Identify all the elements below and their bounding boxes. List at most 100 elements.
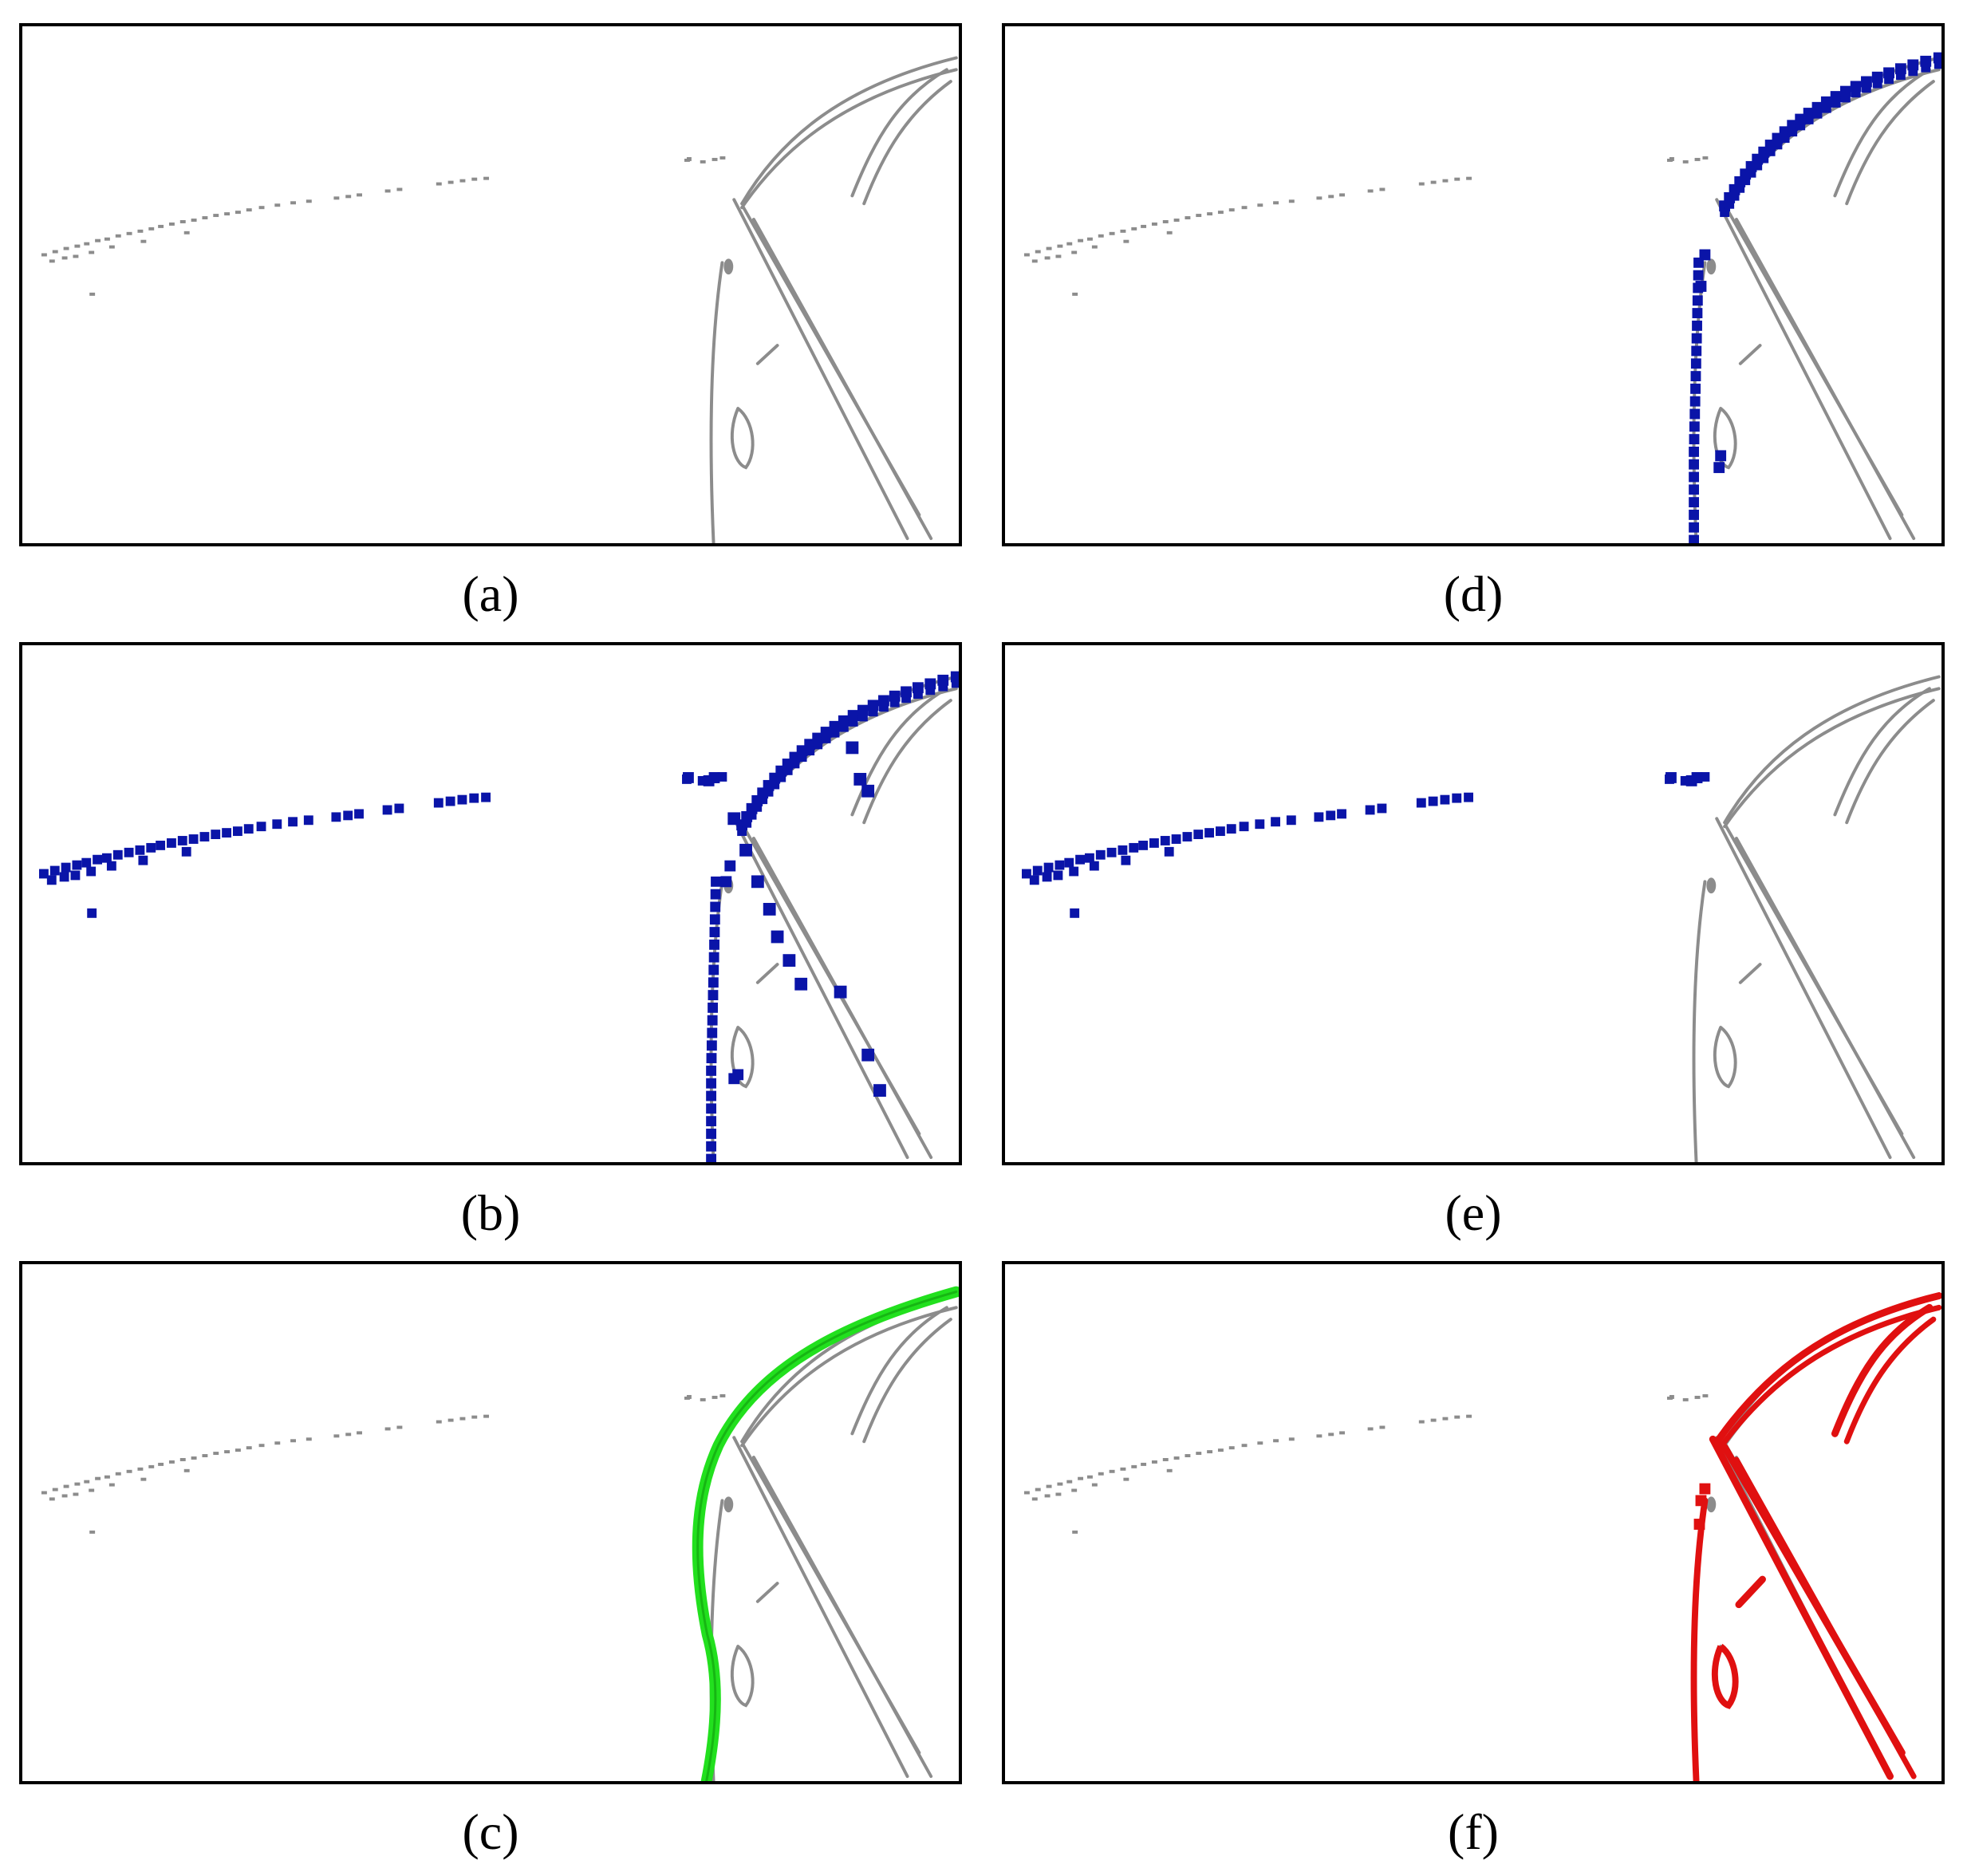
gray-edge-dot (1288, 1437, 1295, 1441)
gray-edge-dot (1023, 253, 1030, 257)
blue-point (1689, 446, 1700, 457)
blue-point (1720, 207, 1730, 218)
blue-point (1089, 861, 1099, 871)
caption-e: (e) (1445, 1184, 1502, 1241)
blue-point (706, 1153, 717, 1162)
gray-edge-curve (862, 80, 952, 206)
blue-point (1377, 803, 1387, 814)
gray-edge-curve (732, 198, 909, 541)
gray-edge-curve (1734, 837, 1916, 1160)
blue-point (1182, 832, 1192, 841)
blue-point (1796, 120, 1806, 131)
gray-edge-curve (740, 1306, 958, 1448)
gray-edge-dot (1418, 182, 1425, 186)
gray-edge-curve (1738, 344, 1762, 365)
gray-edge-dot (1196, 1452, 1202, 1456)
blue-point (1689, 434, 1700, 445)
blue-point (913, 689, 923, 700)
gray-edge-dot (63, 246, 69, 250)
gray-edge-dot (1091, 1483, 1098, 1487)
blue-point (868, 707, 878, 717)
blue-point (1043, 862, 1054, 873)
gray-edge-dot (712, 157, 718, 161)
blue-point (706, 1078, 717, 1089)
gray-edge-dot (84, 242, 90, 246)
gray-edge-dot (1185, 216, 1191, 220)
gray-edge-dot (1185, 1454, 1191, 1458)
gray-edge-curve (709, 261, 724, 543)
blue-point (1075, 854, 1086, 865)
blue-point (1680, 775, 1690, 786)
blue-point (1314, 812, 1324, 822)
blue-point (167, 838, 176, 848)
gray-edge-curve (732, 1436, 909, 1779)
gray-edge-dot (137, 1467, 144, 1471)
red-structure (1733, 1456, 1917, 1779)
red-structure (1735, 1575, 1766, 1609)
blue-point (751, 875, 764, 889)
blue-point (1239, 822, 1249, 832)
gray-edge-dot (1379, 1425, 1386, 1429)
blue-point (1689, 484, 1700, 495)
gray-edge-dot (1241, 1444, 1248, 1448)
gray-edge-dot (1682, 1397, 1689, 1401)
blue-point (1690, 383, 1701, 394)
blue-point (46, 875, 57, 885)
gray-edge-dot (1454, 177, 1461, 181)
blue-point (838, 722, 849, 732)
blue-point (1908, 66, 1918, 77)
blue-point (706, 1116, 717, 1127)
gray-edge-dot (1367, 1427, 1374, 1431)
blue-point (1691, 772, 1703, 783)
gray-edge-dot (115, 234, 121, 238)
gray-edge-dot (84, 1480, 90, 1484)
blue-point (1106, 847, 1117, 857)
blue-point (1884, 74, 1894, 85)
gray-edge-curve (730, 1645, 755, 1708)
blue-point (794, 977, 808, 991)
red-point (1695, 1495, 1707, 1507)
gray-edge-dot (224, 212, 231, 216)
gray-edge-dot (1109, 231, 1115, 235)
gray-edge-dot (126, 1469, 132, 1473)
blue-point (1840, 93, 1851, 103)
blue-point (256, 822, 266, 832)
green-fit-curve (692, 1286, 959, 1781)
blue-point (1095, 849, 1106, 860)
gray-edge-curve (850, 68, 948, 198)
blue-point (706, 1090, 717, 1102)
blue-point (739, 843, 752, 857)
gray-edge-dot (213, 214, 219, 218)
blue-point (156, 840, 166, 850)
blue-point (1032, 865, 1043, 876)
gray-edge-dot (1044, 1494, 1051, 1498)
gray-edge-curve (1692, 880, 1707, 1162)
gray-edge-dot (52, 250, 58, 254)
gray-edge-dot (49, 1497, 55, 1501)
blue-point (1064, 857, 1074, 868)
blue-point (708, 952, 719, 963)
gray-edge-dot (274, 1441, 281, 1445)
blue-point (1149, 838, 1159, 848)
red-structure (1843, 1316, 1937, 1444)
blue-point (124, 847, 134, 857)
blue-point (445, 796, 455, 806)
blue-point (1780, 133, 1790, 144)
gray-edge-dot (1078, 238, 1084, 242)
blue-point (70, 870, 81, 881)
blue-point (1690, 358, 1701, 369)
gray-edge-curve (1738, 963, 1762, 984)
gray-edge-dot (1466, 1414, 1472, 1418)
gray-edge-dot (104, 237, 110, 241)
gray-edge-curve (730, 407, 755, 470)
blue-point (697, 775, 708, 786)
blue-point (901, 693, 911, 704)
blue-point (857, 711, 868, 722)
gray-edge-curve (1845, 699, 1935, 825)
gray-edge-dot (1091, 245, 1098, 249)
blue-point (1326, 810, 1336, 821)
blue-point (797, 752, 807, 763)
gray-edge-dot (459, 179, 466, 183)
blue-point (861, 1048, 875, 1062)
gray-edge-dot (1162, 220, 1169, 223)
